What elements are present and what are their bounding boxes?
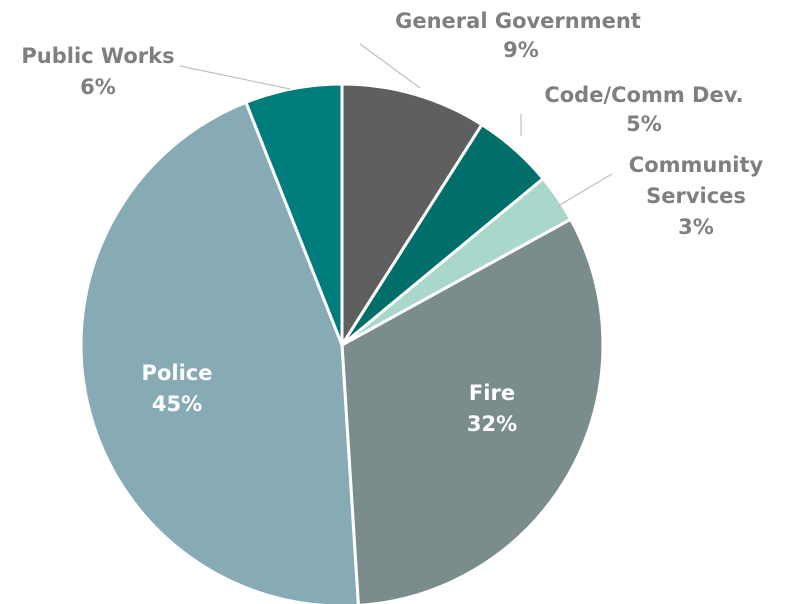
leader-line-community-services: [557, 173, 613, 207]
leader-line-general-government: [359, 43, 421, 89]
pie-slice-police: [79, 100, 360, 604]
pie-slice-fire: [340, 217, 605, 604]
data-label-public-works: Public Works 6%: [21, 44, 174, 99]
data-label-code-comm-dev: Code/Comm Dev. 5%: [544, 83, 743, 136]
slice-name-general-government: General Government: [395, 9, 641, 33]
pie-slice-public-works: [244, 82, 344, 347]
slice-name-fire: Fire: [469, 381, 515, 405]
data-label-police: Police 45%: [142, 361, 213, 416]
data-label-general-government: General Government 9%: [395, 9, 641, 62]
slices-layer: [79, 82, 605, 604]
slice-name-community-services-part-2: Services: [646, 184, 746, 208]
slice-name-police: Police: [142, 361, 213, 385]
leader-lines-layer: [179, 43, 613, 207]
slice-name-community-services-part-1: Community: [629, 153, 764, 177]
slice-percent-code-comm-dev: 5%: [626, 112, 662, 136]
slice-percent-police: 45%: [152, 392, 202, 416]
slice-percent-public-works: 6%: [80, 75, 116, 99]
slice-percent-fire: 32%: [467, 412, 517, 436]
slice-percent-general-government: 9%: [503, 38, 539, 62]
slice-percent-community-services: 3%: [678, 215, 714, 239]
leader-line-public-works: [179, 65, 291, 90]
slice-name-code-comm-dev: Code/Comm Dev.: [544, 83, 743, 107]
labels-layer: General Government 9%Code/Comm Dev. 5% Comm…: [21, 9, 763, 436]
pie-slice-general-government: [340, 82, 484, 347]
data-label-community-services: Community Services 3%: [629, 153, 764, 239]
data-label-fire: Fire 32%: [467, 381, 517, 436]
slice-name-public-works: Public Works: [21, 44, 174, 68]
